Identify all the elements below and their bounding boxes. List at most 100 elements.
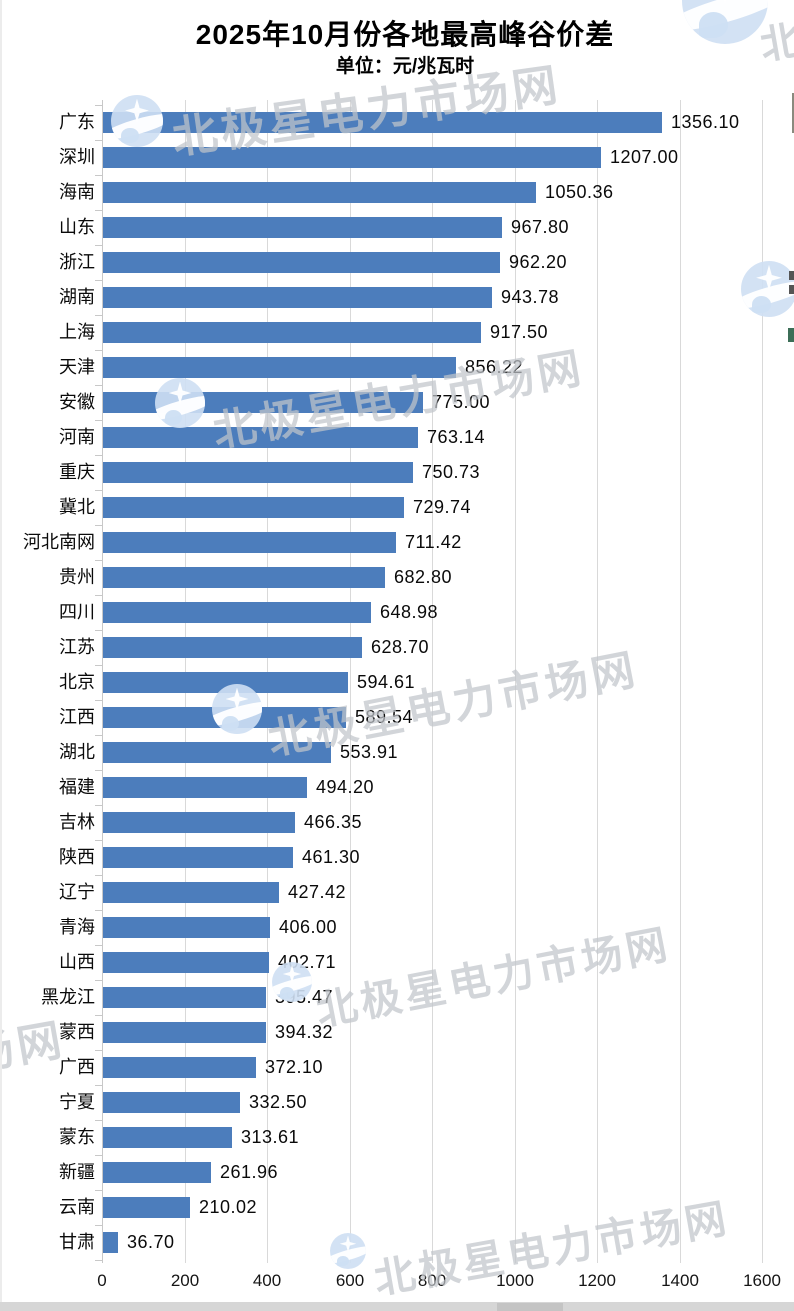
value-label: 332.50	[249, 1092, 308, 1112]
axis-tick	[95, 700, 102, 701]
bar	[103, 847, 293, 868]
bar	[103, 917, 270, 938]
bar	[103, 567, 385, 588]
watermark-swoosh	[741, 275, 794, 314]
bar	[103, 812, 295, 833]
axis-tick	[95, 1120, 102, 1121]
axis-tick	[95, 560, 102, 561]
value-label: 313.61	[241, 1127, 300, 1147]
value-label: 1356.10	[671, 112, 740, 132]
category-label: 河南	[59, 427, 95, 447]
star-icon	[705, 0, 745, 4]
category-label: 陕西	[59, 847, 95, 867]
axis-tick	[95, 175, 102, 176]
value-label: 1050.36	[545, 182, 614, 202]
gridline	[762, 100, 763, 1263]
category-label: 山东	[59, 217, 95, 237]
axis-tick	[95, 980, 102, 981]
bar	[103, 287, 492, 308]
axis-tick	[95, 630, 102, 631]
category-label: 蒙西	[59, 1022, 95, 1042]
value-label: 466.35	[304, 812, 363, 832]
bar	[103, 1232, 118, 1253]
x-axis-tick-label: 600	[335, 1271, 365, 1290]
value-label: 261.96	[220, 1162, 279, 1182]
category-label: 吉林	[59, 812, 95, 832]
axis-tick	[95, 210, 102, 211]
value-label: 36.70	[127, 1232, 175, 1252]
axis-tick	[95, 945, 102, 946]
value-label: 402.71	[278, 952, 337, 972]
bar	[103, 532, 396, 553]
bar	[103, 1127, 232, 1148]
category-label: 宁夏	[59, 1092, 95, 1112]
bar	[103, 462, 413, 483]
star-icon	[756, 264, 782, 291]
bar	[103, 497, 404, 518]
value-label: 427.42	[288, 882, 347, 902]
x-axis-tick-label: 1200	[578, 1271, 616, 1290]
value-label: 553.91	[340, 742, 399, 762]
screen-edge-artifact	[788, 328, 794, 342]
axis-tick	[95, 455, 102, 456]
category-label: 安徽	[59, 392, 95, 412]
axis-tick	[95, 910, 102, 911]
gridline	[350, 100, 351, 1263]
beijixing-polar-star-logo	[330, 1233, 366, 1269]
bar	[103, 252, 500, 273]
bar	[103, 777, 307, 798]
value-label: 967.80	[511, 217, 570, 237]
x-axis-tick-label: 1000	[496, 1271, 534, 1290]
bar	[103, 1197, 190, 1218]
screen-edge-artifact	[792, 93, 794, 133]
screen-edge-artifact	[0, 0, 2, 1311]
category-label: 湖北	[59, 742, 95, 762]
value-label: 406.00	[279, 917, 338, 937]
axis-tick	[95, 1085, 102, 1086]
bar	[103, 1092, 240, 1113]
category-label: 甘肃	[59, 1232, 95, 1252]
value-label: 461.30	[302, 847, 361, 867]
axis-tick	[95, 1260, 102, 1261]
axis-tick	[95, 840, 102, 841]
x-axis-tick-label: 1600	[743, 1271, 781, 1290]
category-label: 上海	[59, 322, 95, 342]
bar	[103, 427, 418, 448]
value-label: 856.22	[465, 357, 524, 377]
axis-tick	[95, 350, 102, 351]
category-label: 四川	[59, 602, 95, 622]
gridline	[597, 100, 598, 1263]
axis-tick	[95, 280, 102, 281]
value-label: 589.54	[355, 707, 414, 727]
value-label: 750.73	[422, 462, 481, 482]
bar	[103, 357, 456, 378]
gridline	[680, 100, 681, 1263]
value-label: 394.32	[275, 1022, 334, 1042]
axis-tick	[95, 140, 102, 141]
axis-tick	[95, 525, 102, 526]
value-label: 943.78	[501, 287, 560, 307]
bar	[103, 707, 346, 728]
category-label: 新疆	[59, 1162, 95, 1182]
category-label: 蒙东	[59, 1127, 95, 1147]
screen-edge-strip	[0, 1302, 794, 1311]
category-label: 湖南	[59, 287, 95, 307]
axis-tick	[95, 875, 102, 876]
category-label: 深圳	[59, 147, 95, 167]
category-label: 山西	[59, 952, 95, 972]
category-label: 辽宁	[59, 882, 95, 902]
value-label: 711.42	[405, 532, 462, 552]
axis-tick	[95, 1190, 102, 1191]
axis-tick	[95, 490, 102, 491]
value-label: 682.80	[394, 567, 453, 587]
watermark-blob	[337, 1255, 350, 1267]
value-label: 594.61	[357, 672, 416, 692]
axis-tick	[95, 385, 102, 386]
bar	[103, 1022, 266, 1043]
category-label: 云南	[59, 1197, 95, 1217]
category-label: 黑龙江	[41, 987, 95, 1007]
axis-tick	[95, 665, 102, 666]
value-label: 729.74	[413, 497, 472, 517]
bar	[103, 112, 662, 133]
x-axis-tick-label: 800	[417, 1271, 447, 1290]
